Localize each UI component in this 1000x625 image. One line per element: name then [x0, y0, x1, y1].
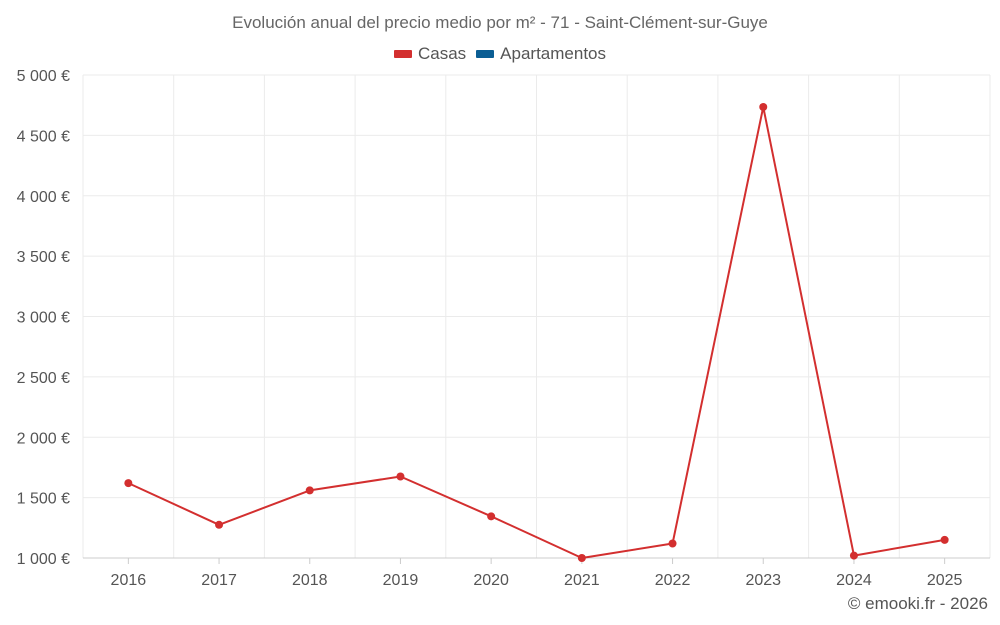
- x-tick-label: 2017: [201, 572, 237, 589]
- legend-label-casas: Casas: [417, 44, 467, 63]
- axes: 1 000 € 1 500 € 2 000 € 2 500 € 3 000 € 3 500…: [17, 68, 990, 589]
- legend-swatch-casas: [393, 50, 412, 58]
- x-tick-label: 2016: [111, 572, 147, 589]
- series-points: [124, 102, 949, 562]
- data-point-casas[interactable]: [124, 479, 133, 488]
- y-tick-label: 3 500 €: [17, 249, 70, 266]
- x-tick-label: 2022: [655, 572, 691, 589]
- legend: Casas Apartamentos: [0, 44, 1000, 64]
- y-tick-label: 4 500 €: [17, 128, 70, 145]
- x-tick-label: 2023: [745, 572, 781, 589]
- y-tick-label: 3 000 €: [17, 310, 70, 327]
- data-point-casas[interactable]: [215, 520, 224, 529]
- credit-text: © emooki.fr - 2026: [847, 594, 988, 613]
- x-tick-label: 2025: [927, 572, 963, 589]
- x-tick-label: 2021: [564, 572, 600, 589]
- data-point-casas[interactable]: [849, 551, 858, 560]
- series-lines: [127, 105, 945, 559]
- series-line-casas: [127, 105, 945, 559]
- data-point-casas[interactable]: [940, 535, 949, 544]
- data-point-casas[interactable]: [668, 539, 677, 548]
- legend-item-casas[interactable]: Casas: [393, 44, 467, 64]
- chart-title: Evolución anual del precio medio por m² …: [232, 13, 768, 32]
- data-point-casas[interactable]: [759, 102, 768, 111]
- y-tick-label: 5 000 €: [17, 68, 70, 85]
- x-tick-label: 2020: [473, 572, 509, 589]
- y-tick-label: 1 000 €: [17, 551, 70, 568]
- data-point-casas[interactable]: [305, 486, 314, 495]
- legend-label-apartamentos: Apartamentos: [500, 44, 607, 63]
- grid: [82, 74, 991, 559]
- y-tick-label: 2 500 €: [17, 370, 70, 387]
- x-tick-label: 2024: [836, 572, 872, 589]
- data-point-casas[interactable]: [577, 554, 586, 562]
- x-tick-label: 2019: [383, 572, 419, 589]
- y-tick-label: 4 000 €: [17, 189, 70, 206]
- data-point-casas[interactable]: [396, 472, 405, 481]
- legend-item-apartamentos[interactable]: Apartamentos: [476, 44, 606, 64]
- legend-swatch-apartamentos: [476, 50, 495, 58]
- y-tick-label: 2 000 €: [17, 430, 70, 447]
- data-point-casas[interactable]: [487, 512, 496, 521]
- x-tick-label: 2018: [292, 572, 328, 589]
- y-tick-label: 1 500 €: [17, 491, 70, 508]
